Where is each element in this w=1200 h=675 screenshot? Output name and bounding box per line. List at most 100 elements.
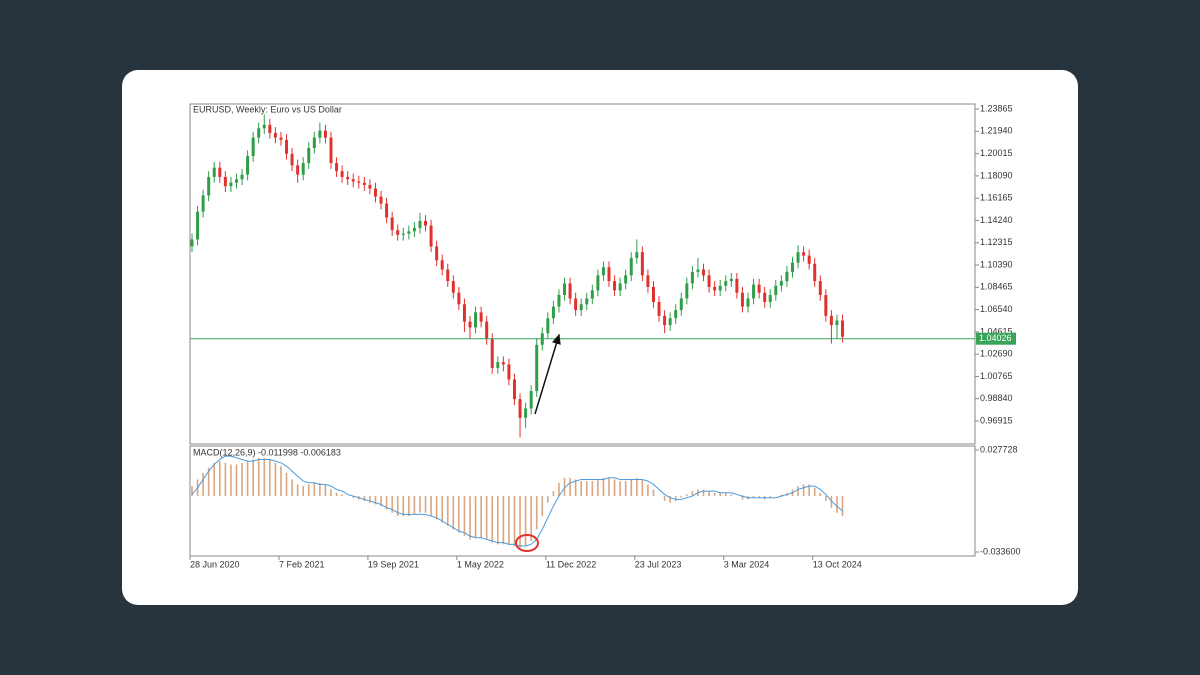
candle-body	[546, 318, 550, 334]
candle-body	[752, 284, 756, 299]
candle-body	[590, 290, 594, 299]
candle-body	[251, 137, 255, 157]
annotation-arrow	[534, 333, 561, 415]
candle-body	[468, 321, 472, 328]
candle-body	[496, 362, 500, 368]
candle-body	[273, 132, 277, 138]
candle-body	[268, 124, 272, 133]
candle-body	[579, 304, 583, 311]
candle-body	[646, 275, 650, 287]
candle-body	[357, 181, 361, 183]
candle-body	[640, 252, 644, 276]
candle-body	[651, 286, 655, 302]
candle-body	[307, 147, 311, 164]
candle-body	[601, 267, 605, 276]
candle-body	[257, 128, 261, 138]
candle-body	[557, 295, 561, 307]
candle-body	[529, 391, 533, 409]
candle-body	[707, 275, 711, 287]
candle-body	[735, 278, 739, 293]
x-tick-label: 19 Sep 2021	[368, 559, 419, 569]
macd-panel	[189, 445, 976, 557]
y-tick-label: 0.027728	[980, 444, 1018, 454]
candle-body	[318, 130, 322, 138]
candle-body	[229, 182, 233, 187]
candle-body	[446, 269, 450, 282]
y-tick-label: 1.14240	[980, 215, 1013, 225]
candle-body	[457, 292, 461, 305]
y-tick-label: 1.10390	[980, 259, 1013, 269]
candle-body	[796, 252, 800, 263]
candle-body	[207, 176, 211, 196]
candle-body	[351, 179, 355, 182]
candle-body	[435, 246, 439, 261]
candle-body	[563, 283, 567, 296]
candle-body	[279, 137, 283, 140]
candle-body	[474, 312, 478, 328]
y-tick-label: 1.06540	[980, 304, 1013, 314]
candle-body	[596, 275, 600, 291]
candle-body	[729, 278, 733, 282]
candle-body	[524, 408, 528, 418]
candle-body	[390, 217, 394, 231]
candle-body	[551, 306, 555, 319]
candle-body	[501, 362, 505, 365]
candle-body	[679, 298, 683, 311]
candle-body	[223, 176, 227, 187]
candle-body	[668, 318, 672, 326]
candle-body	[702, 269, 706, 276]
candle-body	[418, 220, 422, 228]
candle-body	[412, 227, 416, 232]
candle-body	[818, 281, 822, 296]
y-tick-label: 1.12315	[980, 237, 1013, 247]
y-tick-label: -0.033600	[980, 546, 1021, 556]
y-tick-label: 1.04615	[980, 326, 1013, 336]
candle-body	[740, 292, 744, 307]
candle-body	[385, 203, 389, 218]
candle-body	[613, 281, 617, 291]
candle-body	[574, 298, 578, 311]
candle-body	[507, 364, 511, 380]
candle-body	[396, 230, 400, 235]
candle-body	[196, 211, 200, 240]
candle-body	[724, 281, 728, 286]
candle-body	[768, 295, 772, 302]
candle-body	[479, 312, 483, 322]
candle-body	[240, 174, 244, 180]
x-tick-label: 11 Dec 2022	[546, 559, 596, 569]
x-tick-label: 13 Oct 2024	[813, 559, 862, 569]
candle-body	[785, 271, 789, 282]
candle-body	[401, 233, 405, 235]
candle-body	[629, 257, 633, 276]
candle-body	[802, 252, 806, 256]
y-tick-label: 1.00765	[980, 371, 1013, 381]
candle-body	[779, 281, 783, 286]
candle-body	[585, 298, 589, 305]
x-tick-label: 7 Feb 2021	[279, 559, 325, 569]
candle-body	[757, 284, 761, 293]
candle-body	[407, 231, 411, 234]
candle-body	[285, 139, 289, 154]
candle-body	[763, 292, 767, 302]
y-tick-label: 1.20015	[980, 148, 1013, 158]
candle-body	[290, 153, 294, 166]
plot: 0.96915 0.98840 1.00765 1.02690 1.04615 1.065…	[189, 103, 1021, 569]
candle-body	[335, 163, 339, 172]
candle-body	[190, 239, 194, 247]
y-tick-label: 1.21940	[980, 126, 1013, 136]
candle-body	[218, 167, 222, 177]
candle-body	[807, 255, 811, 264]
candle-body	[746, 298, 750, 307]
candle-body	[362, 182, 366, 186]
y-tick-label: 1.18090	[980, 170, 1013, 180]
macd-title: MACD(12,26,9) -0.011998 -0.006183	[193, 447, 341, 457]
candle-body	[512, 379, 516, 400]
candle-body	[312, 137, 316, 148]
candle-body	[696, 269, 700, 272]
candle-body	[329, 137, 333, 164]
y-tick-label: 1.02690	[980, 349, 1013, 359]
candle-body	[262, 124, 266, 129]
candle-body	[635, 252, 639, 258]
